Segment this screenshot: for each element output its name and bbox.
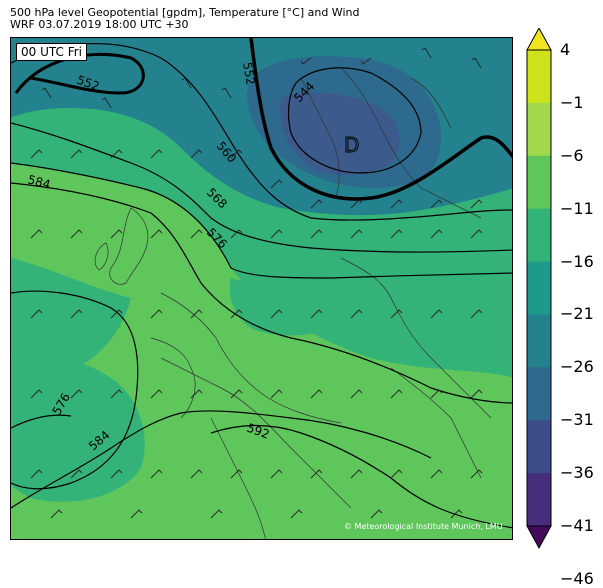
- contour-592: [210, 424, 512, 529]
- contour-560: [11, 42, 512, 221]
- colorbar-segment: [527, 208, 551, 263]
- colorbar-tick-label: −31: [560, 410, 594, 430]
- colorbar-tick-label: 4: [560, 40, 571, 59]
- credit-text: © Meteorological Institute Munich, LMU: [344, 522, 503, 531]
- chart-title: 500 hPa level Geopotential [gpdm], Tempe…: [10, 6, 360, 19]
- colorbar-tick-label: −36: [560, 463, 594, 483]
- colorbar-tick-label: −11: [560, 198, 594, 218]
- colorbar-segment: [527, 314, 551, 368]
- temperature-band-mid-3: [229, 278, 331, 336]
- temperature-band-mid-2: [11, 354, 145, 502]
- colorbar-segment: [527, 261, 551, 315]
- colorbar-tick-label: −41: [560, 516, 594, 535]
- temperature-colorbar: [526, 28, 552, 550]
- colorbar-segment: [527, 50, 551, 104]
- contour-576: [11, 162, 512, 279]
- wind-barbs: [30, 47, 483, 519]
- geopotential-contours: [11, 38, 512, 529]
- contour-552-main: [249, 38, 512, 201]
- contour-576-west: [11, 290, 139, 490]
- contour-label: 552: [240, 61, 258, 86]
- temperature-band-mid: [11, 258, 131, 381]
- weather-map: 552 552 544 560 568 576 584 576 584 592 …: [10, 37, 513, 540]
- contour-576-west-inner: [11, 414, 72, 429]
- contour-552-thick: [14, 52, 145, 95]
- colorbar-segment: [527, 102, 551, 157]
- contour-584-south: [11, 410, 432, 509]
- colorbar-tick-label: −46: [560, 568, 594, 588]
- run-subtitle: WRF 03.07.2019 18:00 UTC +30: [10, 18, 189, 31]
- colorbar-bottom-arrow: [526, 525, 552, 550]
- forecast-time-label: 00 UTC Fri: [16, 43, 87, 61]
- colorbar-tick-label: −26: [560, 357, 594, 377]
- contour-568: [11, 122, 512, 253]
- contour-544: [287, 67, 422, 174]
- colorbar-top-arrow: [526, 28, 552, 51]
- low-pressure-marker: D: [344, 133, 359, 157]
- colorbar-segments: [527, 50, 551, 527]
- colorbar-tick-label: −21: [560, 304, 594, 324]
- colorbar-frame: [526, 49, 552, 527]
- colorbar-tick-label: −16: [560, 251, 594, 271]
- temperature-core: [280, 92, 400, 175]
- colorbar-segment: [527, 473, 551, 527]
- colorbar-segment: [527, 420, 551, 474]
- contour-584: [11, 182, 512, 404]
- colorbar-segment: [527, 367, 551, 421]
- coastlines: [94, 67, 492, 539]
- colorbar-tick-label: −1: [560, 92, 584, 112]
- colorbar-segment: [527, 155, 551, 210]
- contour-label: 584: [26, 172, 52, 191]
- colorbar-tick-label: −6: [560, 145, 584, 165]
- map-canvas: 552 552 544 560 568 576 584 576 584 592 …: [11, 38, 512, 539]
